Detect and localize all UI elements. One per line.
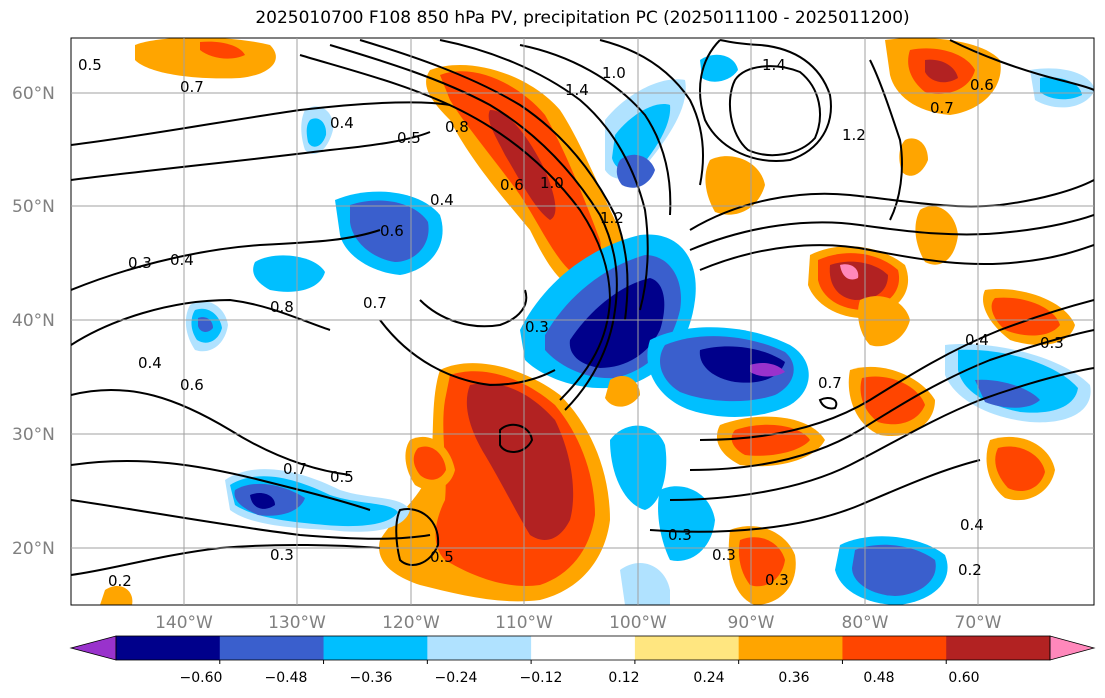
lon-label: 110°W bbox=[495, 613, 553, 633]
contour-label: 0.3 bbox=[668, 526, 692, 544]
colorbar-tick-label: −0.12 bbox=[520, 670, 563, 686]
colorbar-tick-label: 0.48 bbox=[863, 670, 894, 686]
contour-label: 1.2 bbox=[842, 126, 866, 144]
contour-label: 1.0 bbox=[602, 64, 626, 82]
map-title: 2025010700 F108 850 hPa PV, precipitatio… bbox=[255, 8, 910, 28]
lon-label: 80°W bbox=[842, 613, 889, 633]
contour-label: 0.3 bbox=[128, 254, 152, 272]
contour-label: 0.7 bbox=[930, 99, 954, 117]
contour-label: 0.2 bbox=[108, 572, 132, 590]
contour-labels: 0.5 0.7 0.4 0.5 0.8 1.0 1.4 1.4 1.2 0.6 … bbox=[78, 56, 1064, 590]
contour-label: 0.8 bbox=[270, 298, 294, 316]
contour-label: 0.4 bbox=[138, 354, 162, 372]
contour-label: 0.3 bbox=[1040, 334, 1064, 352]
contour-label: 1.4 bbox=[565, 81, 589, 99]
colorbar-segment bbox=[738, 636, 843, 660]
contour-label: 0.3 bbox=[712, 546, 736, 564]
contour-label: 0.4 bbox=[170, 251, 194, 269]
lon-label: 130°W bbox=[268, 613, 326, 633]
graticule bbox=[71, 38, 1094, 605]
colorbar-tick-label: −0.36 bbox=[350, 670, 393, 686]
colorbar-tick-label: 0.60 bbox=[948, 670, 979, 686]
contour-label: 0.7 bbox=[180, 78, 204, 96]
contour-label: 0.5 bbox=[330, 468, 354, 486]
colorbar-tick-label: −0.48 bbox=[265, 670, 308, 686]
colorbar-tick-labels: −0.60 −0.48 −0.36 −0.24 −0.12 0.12 0.24 … bbox=[180, 670, 980, 686]
colorbar-tick-label: −0.60 bbox=[180, 670, 223, 686]
colorbar-segment bbox=[531, 636, 636, 660]
contour-label: 1.2 bbox=[600, 209, 624, 227]
contour-label: 0.3 bbox=[765, 571, 789, 589]
colorbar-segment bbox=[219, 636, 325, 660]
contour-label: 0.4 bbox=[430, 191, 454, 209]
colorbar-extend-high bbox=[1049, 635, 1096, 661]
colorbar-tick-label: 0.36 bbox=[778, 670, 809, 686]
lat-label: 40°N bbox=[12, 311, 55, 331]
contour-label: 0.5 bbox=[397, 129, 421, 147]
pv-contours bbox=[71, 39, 1094, 576]
colorbar-segment bbox=[634, 636, 740, 660]
contour-label: 0.6 bbox=[970, 76, 994, 94]
contour-label: 1.0 bbox=[540, 174, 564, 192]
contour-label: 0.4 bbox=[965, 331, 989, 349]
colorbar-tick-label: 0.12 bbox=[608, 670, 639, 686]
colorbar-tick-label: −0.24 bbox=[435, 670, 478, 686]
colorbar-segment bbox=[946, 636, 1051, 660]
contour-label: 0.3 bbox=[525, 318, 549, 336]
map-frame bbox=[70, 37, 1095, 606]
contour-label: 0.6 bbox=[380, 222, 404, 240]
contour-label: 0.2 bbox=[958, 561, 982, 579]
colorbar bbox=[69, 635, 1096, 664]
lon-label: 90°W bbox=[728, 613, 775, 633]
contour-label: 0.6 bbox=[180, 376, 204, 394]
longitude-labels: 140°W 130°W 120°W 110°W 100°W 90°W 80°W … bbox=[155, 613, 1002, 633]
colorbar-segment bbox=[842, 636, 947, 660]
contour-label: 0.7 bbox=[363, 294, 387, 312]
lat-label: 50°N bbox=[12, 197, 55, 217]
colorbar-extend-low bbox=[69, 635, 117, 661]
contour-label: 0.4 bbox=[330, 114, 354, 132]
lat-label: 30°N bbox=[12, 425, 55, 445]
contour-label: 0.8 bbox=[445, 118, 469, 136]
contour-label: 0.7 bbox=[283, 460, 307, 478]
shade-alaska-positive bbox=[135, 38, 276, 79]
precipitation-shading bbox=[100, 38, 1094, 605]
contour-label: 0.7 bbox=[818, 374, 842, 392]
contour-label: 0.6 bbox=[500, 176, 524, 194]
contour-label: 0.5 bbox=[430, 548, 454, 566]
colorbar-segment bbox=[323, 636, 428, 660]
colorbar-border bbox=[115, 635, 1051, 661]
contour-label: 0.3 bbox=[270, 546, 294, 564]
lon-label: 120°W bbox=[382, 613, 440, 633]
lon-label: 100°W bbox=[609, 613, 667, 633]
colorbar-tick-label: 0.24 bbox=[693, 670, 724, 686]
lon-label: 70°W bbox=[955, 613, 1002, 633]
lat-label: 20°N bbox=[12, 539, 55, 559]
contour-label: 0.5 bbox=[78, 56, 102, 74]
contour-label: 0.4 bbox=[960, 516, 984, 534]
latitude-labels: 60°N 50°N 40°N 30°N 20°N bbox=[12, 84, 55, 559]
lon-label: 140°W bbox=[155, 613, 213, 633]
contour-label: 1.4 bbox=[762, 56, 786, 74]
lat-label: 60°N bbox=[12, 84, 55, 104]
colorbar-segment bbox=[427, 636, 532, 660]
colorbar-segment bbox=[116, 636, 221, 660]
